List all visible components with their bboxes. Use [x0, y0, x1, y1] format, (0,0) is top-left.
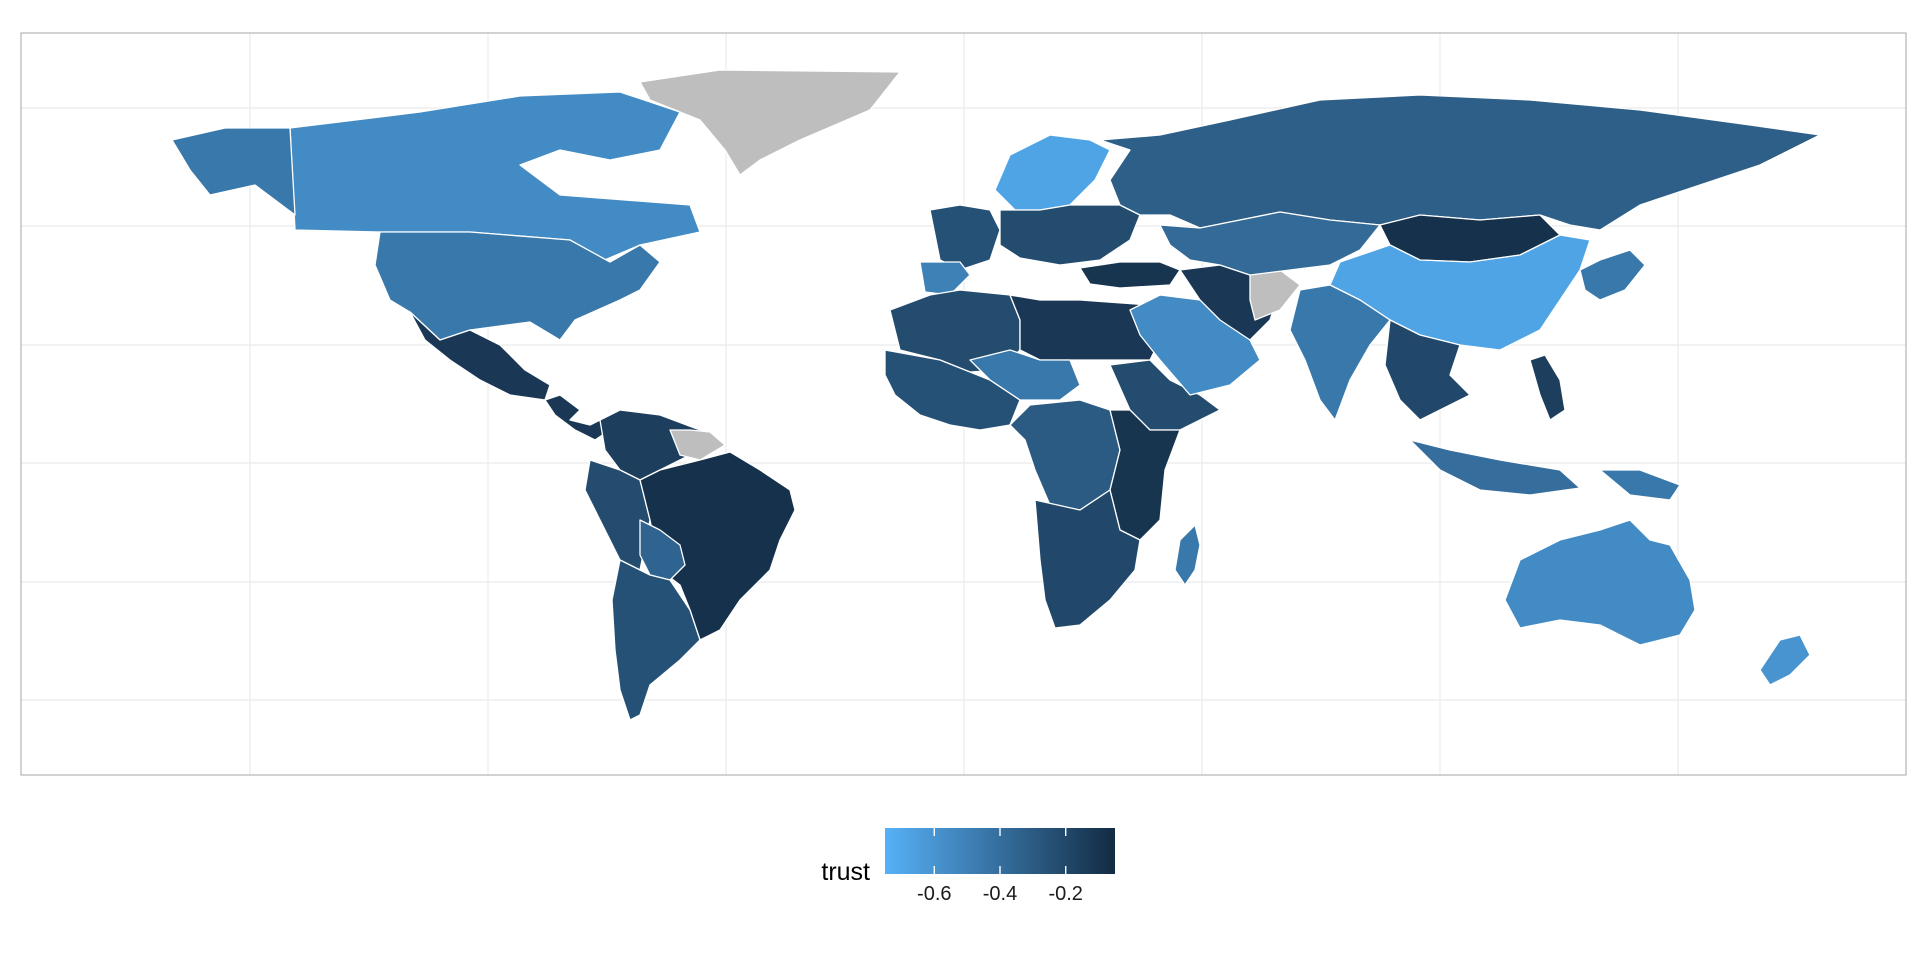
legend-ticks: -0.6 -0.4 -0.2 — [917, 828, 1083, 905]
region-niger-chad — [969, 349, 1081, 401]
region-iberia — [919, 261, 971, 296]
region-brazil — [639, 451, 796, 641]
region-west-africa — [884, 349, 1021, 431]
region-philippines — [1529, 354, 1566, 421]
region-argentina-chile — [611, 559, 701, 721]
region-kazakhstan-central-asia — [1159, 211, 1381, 276]
region-southern-africa — [1034, 489, 1141, 629]
legend-tick-label: -0.4 — [983, 883, 1017, 905]
region-colombia-venezuela — [599, 409, 701, 481]
region-eastern-europe — [999, 204, 1141, 266]
land-layer — [171, 69, 1821, 721]
region-mexico — [409, 311, 551, 401]
panel-border — [20, 32, 1907, 776]
region-guianas — [669, 429, 726, 461]
region-madagascar — [1174, 524, 1201, 586]
region-turkey — [1079, 261, 1181, 289]
region-bolivia — [639, 519, 686, 581]
legend: trust -0.6 -0.4 -0.2 — [821, 828, 1115, 905]
legend-title: trust — [821, 858, 870, 886]
region-greenland — [639, 69, 901, 176]
legend-tick-label: -0.2 — [1048, 883, 1082, 905]
region-east-africa — [1109, 409, 1181, 541]
region-australia — [1504, 519, 1696, 646]
region-russia — [1099, 94, 1821, 231]
region-western-europe — [929, 204, 1001, 271]
region-new-zealand — [1759, 634, 1811, 686]
region-papua-new-guinea — [1599, 469, 1681, 501]
region-alaska-usa — [171, 127, 296, 216]
legend-tick-label: -0.6 — [917, 883, 951, 905]
region-indonesia — [1409, 439, 1581, 496]
region-united-states — [374, 231, 661, 341]
region-southeast-asia — [1384, 319, 1471, 421]
region-japan-korea — [1579, 249, 1646, 301]
region-india — [1289, 284, 1391, 421]
